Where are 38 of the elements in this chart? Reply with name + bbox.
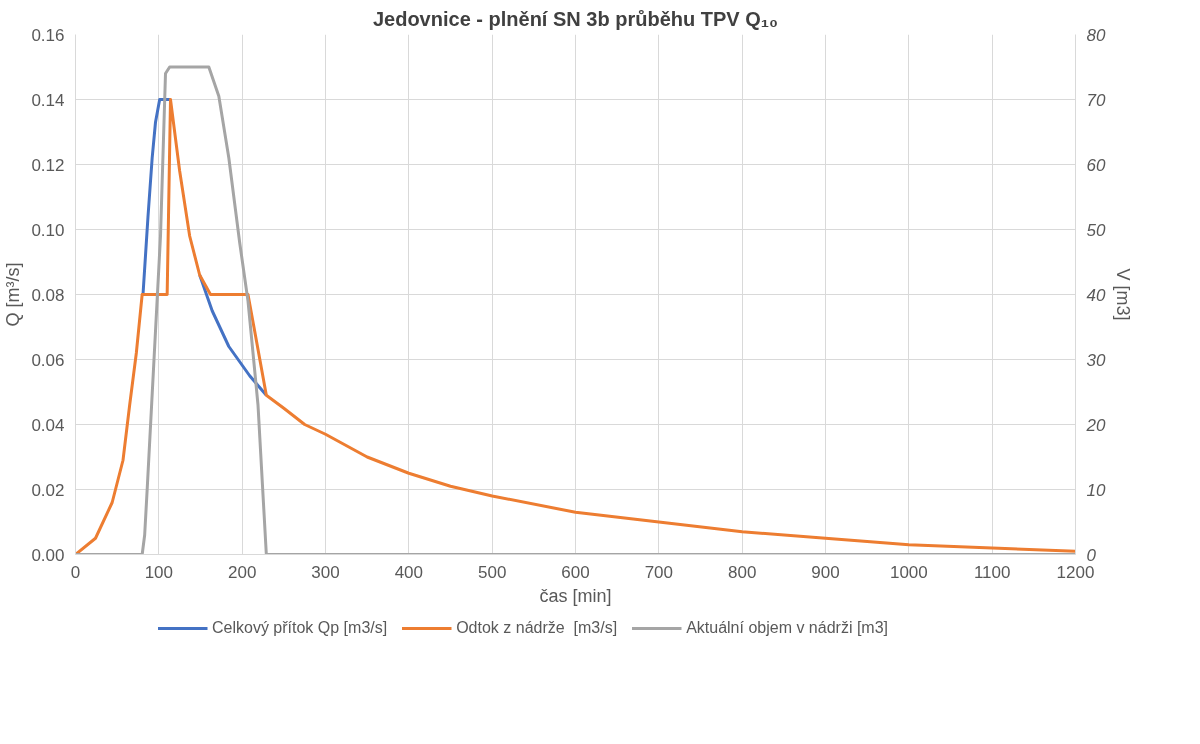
y-axis-title: Q [m³/s]	[3, 262, 24, 327]
legend-label: Aktuální objem v nádrži [m3]	[686, 619, 888, 637]
y2-tick-label: 20	[1085, 415, 1106, 435]
y-tick-label: 0.00	[31, 545, 65, 565]
legend-label: Celkový přítok Qp [m3/s]	[212, 619, 388, 637]
x-tick-label: 200	[227, 562, 257, 582]
y2-tick-label: 70	[1086, 90, 1106, 110]
y-tick-label: 0.04	[31, 415, 65, 435]
x-tick-label: 400	[394, 562, 424, 582]
y2-tick-label: 50	[1086, 220, 1106, 240]
y2-tick-label: 80	[1086, 25, 1106, 45]
x-tick-label: 600	[561, 562, 590, 582]
chart-title: Jedovnice - plnění SN 3b průběhu TPV Q₁₀	[372, 7, 779, 30]
y-tick-label: 0.16	[31, 25, 65, 45]
y2-tick-label: 40	[1086, 285, 1106, 305]
y2-tick-label: 30	[1086, 350, 1106, 370]
y-tick-label: 0.06	[31, 350, 65, 370]
x-tick-label: 500	[477, 562, 507, 582]
y2-tick-label: 10	[1086, 480, 1106, 500]
y-tick-label: 0.02	[31, 480, 65, 500]
x-tick-label: 1200	[1056, 562, 1095, 582]
x-tick-label: 900	[811, 562, 840, 582]
x-tick-label: 0	[70, 562, 81, 582]
y-tick-label: 0.12	[31, 155, 65, 175]
y-tick-label: 0.10	[31, 220, 65, 240]
legend-label: Odtok z nádrže [m3/s]	[456, 619, 618, 637]
x-tick-label: 100	[144, 562, 174, 582]
y-tick-label: 0.08	[31, 285, 65, 305]
y2-tick-label: 60	[1086, 155, 1106, 175]
x-axis-title: čas [min]	[539, 585, 612, 606]
x-tick-label: 800	[727, 562, 757, 582]
y2-tick-label: 0	[1086, 545, 1097, 565]
x-tick-label: 1100	[973, 562, 1011, 582]
x-tick-label: 700	[644, 562, 674, 582]
x-tick-label: 1000	[889, 562, 928, 582]
y2-axis-title: V [m3]	[1113, 268, 1134, 321]
y-tick-label: 0.14	[31, 90, 65, 110]
x-tick-label: 300	[311, 562, 340, 582]
